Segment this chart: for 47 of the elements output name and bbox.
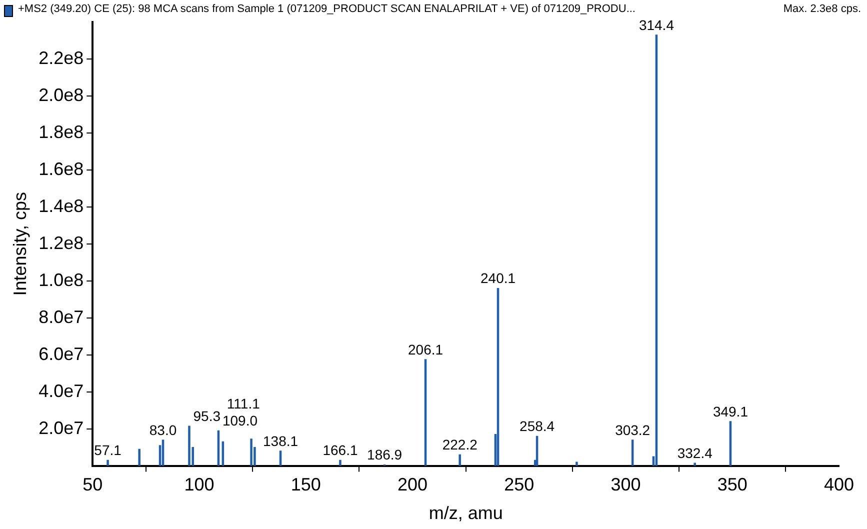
y-tick-label: 1.0e8 — [38, 270, 84, 290]
y-tick-label: 4.0e7 — [38, 380, 84, 401]
y-tick-label: 2.0e7 — [38, 418, 84, 438]
x-tick-label: 200 — [397, 474, 428, 495]
bar — [188, 426, 190, 466]
annotation: 332.4 — [677, 444, 713, 461]
x-tick-label: 300 — [610, 474, 641, 495]
chart-title: +MS2 (349.20) CE (25): 98 MCA scans from Sample 1 (071209_PRODUCT SCAN ENALAPRILAT + VE) of 071209_PRODU... — [18, 3, 636, 15]
y-tick-label: 1.8e8 — [38, 122, 84, 142]
x-tick-label: 50 — [82, 474, 103, 495]
bar — [106, 460, 109, 466]
y-tick-label: 1.4e8 — [38, 196, 84, 216]
y-tick-label: 8.0e7 — [38, 306, 84, 327]
x-tick-label: 250 — [504, 474, 534, 495]
y-tick-label: 1.6e8 — [38, 158, 84, 179]
y-tick-label: 1.2e8 — [38, 232, 84, 253]
annotation: 111.1 — [226, 396, 260, 412]
bar — [576, 462, 578, 466]
bar — [694, 462, 696, 466]
annotation: 57.1 — [94, 442, 122, 458]
x-axis-title: m/z, amu — [428, 503, 503, 524]
x-tick-label: 350 — [717, 474, 748, 495]
annotation: 303.2 — [615, 422, 650, 438]
y-tick-label: 2.0e8 — [38, 84, 84, 105]
annotation: 222.2 — [442, 436, 478, 453]
annotation: 83.0 — [149, 422, 177, 438]
bar — [138, 448, 140, 466]
annotation: 95.3 — [193, 408, 221, 424]
annotation: 349.1 — [712, 403, 748, 420]
y-tick-label: 2.2e8 — [38, 48, 84, 68]
text: Max. 2.3e8 cps. — [783, 3, 861, 15]
annotation: 314.4 — [638, 16, 674, 33]
annotation: 138.1 — [262, 432, 298, 449]
x-tick-label: 400 — [824, 474, 854, 495]
annotation: 258.4 — [520, 418, 555, 434]
annotation: 166.1 — [322, 442, 358, 458]
x-tick-label: 150 — [290, 474, 321, 495]
annotation: 240.1 — [480, 270, 516, 286]
annotation: 186.9 — [367, 446, 402, 463]
x-tick-label: 100 — [184, 474, 214, 495]
annotation: 206.1 — [408, 341, 444, 358]
bar — [339, 460, 342, 466]
y-axis-title: Intensity, cps — [10, 192, 30, 296]
y-tick-label: 6.0e7 — [38, 344, 84, 364]
bar — [458, 454, 461, 466]
bar — [250, 438, 252, 466]
annotation: 109.0 — [222, 412, 258, 429]
